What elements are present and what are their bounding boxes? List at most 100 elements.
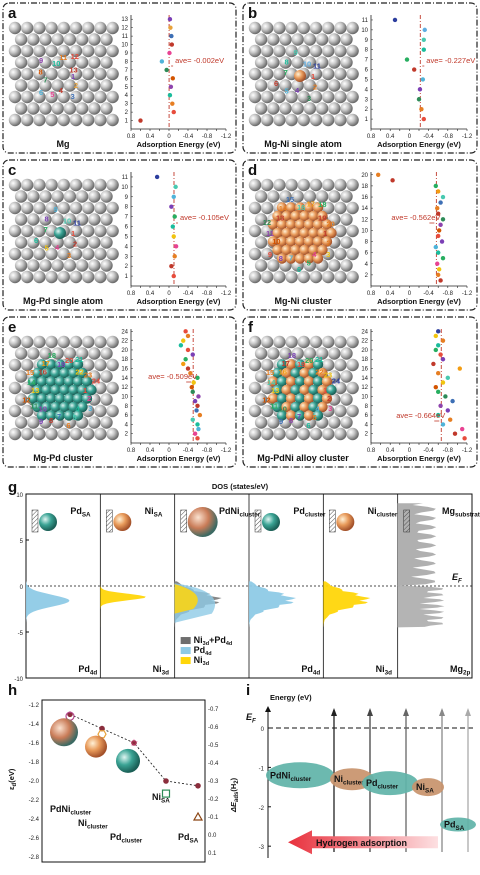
site-number: 12: [263, 218, 271, 227]
dE-marker: [97, 730, 107, 739]
y-tick-label: 12: [361, 217, 368, 223]
site-number: 9: [279, 417, 283, 426]
site-number: 7: [297, 412, 301, 421]
y-tick-label: -2.4: [29, 817, 40, 823]
x-tick-label: 0.8: [127, 134, 136, 140]
x-tick-label: 0.8: [367, 291, 376, 297]
legend-swatch: [180, 637, 191, 645]
dband-ellipse: [266, 762, 334, 789]
site-number: 6: [66, 421, 70, 430]
hydrogen-arrow-label: Hydrogen adsorption: [316, 838, 407, 848]
d-band-panel: h -1.2 -1.4 -1.6 -1.8 -2.0 -2.2 -2.4 -2.6 -2.8 -0.…: [7, 682, 240, 863]
y-tick-label: 20: [121, 348, 128, 354]
data-point: [188, 371, 193, 376]
data-point: [195, 375, 200, 381]
site-number: 12: [262, 395, 270, 404]
data-point: [448, 417, 453, 422]
y-tick-label: 10: [16, 493, 23, 499]
dE-marker: ☆: [130, 738, 139, 749]
site-number: 19: [297, 360, 305, 369]
site-number: 6: [274, 79, 278, 88]
panel-letter: d: [248, 162, 257, 179]
y-axis-title: Energy (eV): [270, 693, 312, 702]
x-axis-title: Absorption Energy (eV): [377, 454, 461, 463]
data-point: [167, 17, 173, 22]
data-point: [445, 408, 450, 413]
x-tick-label: -0.4: [183, 134, 194, 140]
site-number: 2: [327, 394, 331, 403]
y-tick-label: 16: [361, 367, 368, 373]
y-tick-label: 4: [125, 244, 129, 250]
x-tick-label: 0.8: [367, 134, 376, 140]
adsorption-plot: 0.8 0.4 0 -0.4 -0.8 -1.224681012141618202224A…: [121, 329, 232, 463]
data-point: [190, 389, 195, 395]
y-tick-label: 9: [125, 51, 129, 57]
cluster-atoms: [267, 359, 337, 421]
site-number: 24: [332, 377, 341, 386]
y-tick-label: 18: [361, 357, 368, 363]
site-number: 12: [71, 52, 79, 61]
y2-tick-label: -0.5: [208, 743, 219, 749]
y-tick-label: -5: [18, 631, 24, 637]
dE-marker: [192, 811, 204, 821]
ni-atom: [294, 70, 306, 82]
panel-letter: b: [248, 5, 257, 22]
column-title: Pdcluster: [293, 506, 326, 519]
y-tick-label: 5: [20, 539, 24, 545]
x-tick-label: 0: [167, 448, 171, 454]
adsorption-plot: 0.8 0.4 0 -0.4 -0.8 -1.2 2 4 6 8 10 12 14 16 18 20 Adsor…: [361, 172, 473, 306]
dE-marker: [161, 789, 171, 798]
data-point: [419, 106, 424, 112]
structure-icon: [113, 513, 132, 531]
average-label: ave= -0.562eV: [391, 213, 440, 222]
catalyst-label: Pdcluster: [110, 832, 143, 845]
structure-icon: [50, 718, 78, 747]
site-number: 10: [279, 404, 287, 413]
structure-icon: [116, 748, 140, 773]
data-point: [433, 333, 438, 339]
column-title: Nicluster: [368, 506, 398, 519]
data-point: [457, 366, 462, 371]
column-title: Mgsubstrate: [442, 506, 480, 519]
dos-curve: [26, 581, 70, 628]
data-point: [433, 384, 438, 390]
panel-letter: a: [8, 5, 17, 22]
data-point: [421, 47, 426, 52]
site-number: 9: [268, 250, 272, 259]
x-tick-label: 0: [408, 134, 412, 140]
data-point: [436, 228, 442, 233]
legend-label: Ni3d+Pd4d: [194, 635, 233, 647]
dos-curve: [323, 581, 371, 628]
site-number: 1: [71, 229, 75, 238]
y-axis-title: εd(eV): [7, 768, 18, 790]
data-point: [420, 77, 426, 82]
y-tick-label: 8: [125, 59, 129, 65]
data-point: [181, 338, 186, 343]
site-number: 13: [276, 214, 284, 223]
site-number: 7: [289, 254, 293, 263]
y-tick-label: 3: [125, 254, 129, 260]
dband-label: PdSA: [444, 820, 465, 833]
y-tick-label: -1.4: [29, 722, 40, 728]
y-tick-label: 0: [261, 727, 265, 733]
y-tick-label: 8: [365, 240, 369, 246]
data-point: [436, 329, 441, 334]
site-number: 4: [55, 243, 60, 252]
site-number: 22: [75, 368, 83, 377]
y-tick-label: 4: [365, 87, 369, 93]
panel-letter: i: [246, 682, 250, 699]
site-number: 13: [271, 386, 279, 395]
y-tick-label: 11: [362, 18, 369, 24]
dband-ellipse: [362, 771, 418, 796]
data-point: [416, 97, 422, 102]
data-point: [154, 174, 160, 180]
y2-axis-title: ΔEads(H2): [229, 777, 240, 813]
site-number: 10: [303, 59, 311, 68]
catalyst-label: PdNicluster: [50, 804, 92, 817]
y-tick-label: 1: [365, 117, 369, 123]
data-point: [436, 412, 441, 418]
site-number: 20: [65, 356, 73, 365]
